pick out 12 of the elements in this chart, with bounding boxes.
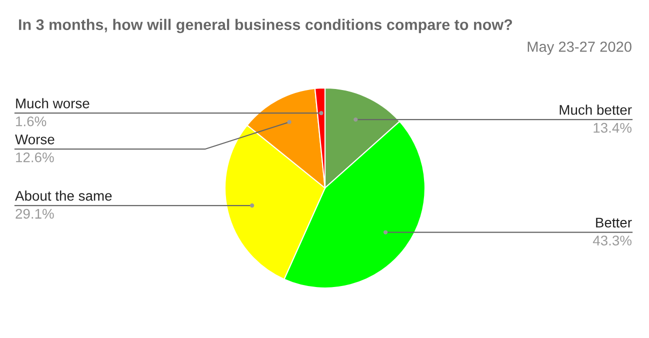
slice-label: About the same	[15, 190, 112, 201]
data-label: 1.6%	[16, 116, 46, 126]
data-label: 43.3%	[592, 236, 632, 246]
data-label: 12.6%	[16, 152, 54, 162]
slice-label: Worse	[15, 134, 54, 144]
slice-label: Much better	[560, 104, 632, 115]
slice-label: Much worse	[16, 98, 90, 108]
data-label: 29.1%	[16, 208, 54, 219]
chart-title: In 3 months, how will general business conditions compare to now?	[19, 18, 512, 34]
chart-subtitle: May 23-27 2020	[528, 42, 632, 55]
slice-label: Better	[596, 218, 632, 228]
data-label: 13.4%	[594, 122, 632, 133]
